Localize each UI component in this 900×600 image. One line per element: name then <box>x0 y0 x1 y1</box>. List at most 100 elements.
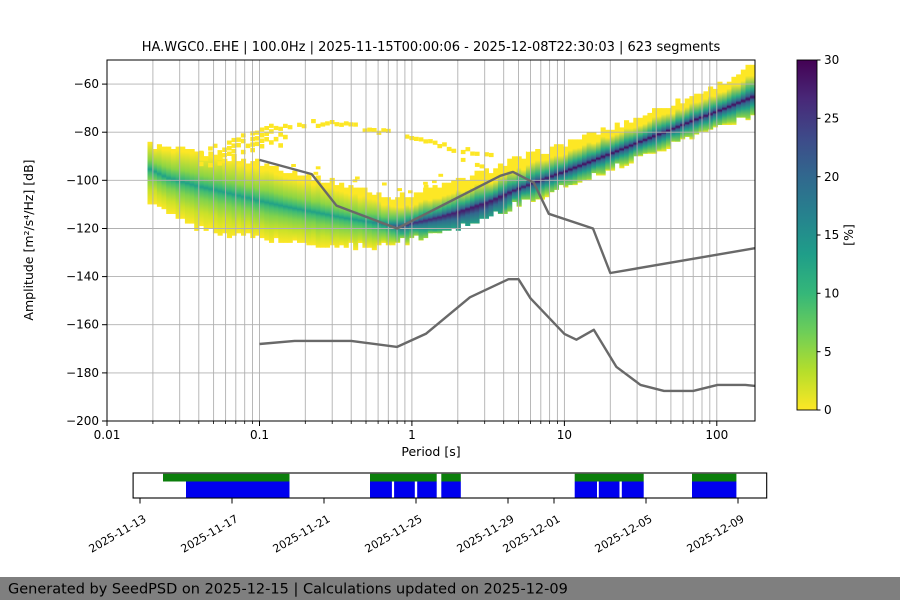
ring-cell <box>381 128 386 133</box>
heatmap-column <box>488 173 494 217</box>
noise-model-lines <box>259 158 756 393</box>
scatter-cell <box>397 188 402 192</box>
ring-cell <box>264 131 269 136</box>
ring-cell <box>423 139 429 144</box>
ring-cell <box>362 128 368 133</box>
heatmap-column <box>460 177 466 224</box>
heatmap-column <box>269 165 275 243</box>
ring-cell <box>226 140 232 145</box>
scatter-cell <box>291 164 296 167</box>
heatmap-column <box>614 122 620 164</box>
heatmap-speckle <box>653 104 657 108</box>
heatmap-column <box>530 151 536 202</box>
ring-cell <box>278 143 283 148</box>
timeline-date-label: 2025-11-25 <box>363 512 425 555</box>
y-tick-label: −160 <box>66 318 99 332</box>
psd-coverage-segment <box>370 481 392 498</box>
heatmap-column <box>189 149 195 224</box>
heatmap-column <box>320 182 326 248</box>
heatmap-column <box>511 156 517 202</box>
heatmap-column <box>507 158 513 212</box>
ring-cell <box>353 122 358 127</box>
ring-cell <box>240 149 246 155</box>
ring-cell <box>432 140 438 145</box>
ring-cell <box>446 146 452 152</box>
psd-coverage-segment <box>692 481 737 498</box>
ring-cell <box>259 144 265 149</box>
heatmap-column <box>558 144 564 186</box>
heatmap-column <box>586 132 592 181</box>
heatmap-column <box>376 192 382 246</box>
heatmap-column <box>339 182 345 246</box>
heatmap-column <box>736 74 742 118</box>
heatmap-column <box>502 165 508 214</box>
heatmap-column <box>441 182 447 231</box>
heatmap-column <box>703 91 709 133</box>
ring-cell <box>460 149 466 155</box>
ring-cell <box>428 139 433 144</box>
ring-cell <box>311 119 316 124</box>
ring-cell <box>376 130 382 135</box>
y-tick-label: −80 <box>74 125 99 139</box>
ring-cell <box>343 121 349 126</box>
ring-cell <box>259 127 265 132</box>
ring-cell <box>231 137 237 143</box>
ring-cell <box>198 161 204 167</box>
x-tick-label: 10 <box>557 428 572 442</box>
scatter-cell <box>313 171 319 175</box>
heatmap-column <box>600 127 606 176</box>
ring-cell <box>488 152 494 158</box>
ring-cell <box>283 123 288 128</box>
heatmap-speckle <box>611 121 615 125</box>
heatmap-column <box>264 163 270 241</box>
heatmap-column <box>156 144 162 207</box>
heatmap-column <box>740 69 746 118</box>
ring-cell <box>474 162 480 167</box>
heatmap-column <box>455 177 461 231</box>
heatmap-column <box>474 170 480 224</box>
heatmap-column <box>605 129 611 171</box>
ring-cell <box>297 122 302 127</box>
ring-cell <box>269 129 274 134</box>
ring-cell <box>259 138 265 143</box>
psd-coverage-segment <box>186 481 290 498</box>
heatmap-column <box>287 173 293 243</box>
ring-cell <box>484 152 489 157</box>
ring-cell <box>283 134 288 140</box>
grid-layer <box>107 60 755 421</box>
heatmap-column <box>381 197 387 243</box>
plot-border <box>106 59 756 422</box>
ppsd-heatmap-layer <box>147 57 756 251</box>
data-coverage-segment <box>692 473 737 482</box>
scatter-cell <box>382 182 387 186</box>
heatmap-column <box>371 194 377 251</box>
heatmap-column <box>184 149 190 224</box>
heatmap-speckle <box>526 149 531 152</box>
colorbar-tick-label: 30 <box>824 53 839 67</box>
heatmap-column <box>591 132 597 174</box>
heatmap-column <box>638 117 644 157</box>
ring-cell <box>278 132 283 137</box>
heatmap-column <box>413 192 419 236</box>
heatmap-column <box>483 168 489 219</box>
ring-cell <box>217 150 223 155</box>
ring-cell <box>222 153 227 158</box>
ring-cell <box>474 151 480 156</box>
heatmap-column <box>521 158 527 200</box>
ring-cell <box>442 142 447 147</box>
ring-cell <box>226 151 232 156</box>
footer-text: Generated by SeedPSD on 2025-12-15 | Cal… <box>8 582 568 598</box>
heatmap-column <box>731 76 737 125</box>
heatmap-column <box>292 170 298 241</box>
heatmap-column <box>694 93 700 135</box>
heatmap-column <box>684 98 690 137</box>
ring-cell <box>339 122 344 127</box>
ring-cell <box>371 128 377 133</box>
ring-cell <box>217 161 223 166</box>
ring-cell <box>269 123 274 128</box>
ring-cell <box>212 143 218 148</box>
heatmap-column <box>563 146 569 188</box>
ring-cell <box>367 127 372 132</box>
heatmap-speckle <box>648 106 652 110</box>
heatmap-column <box>212 158 218 234</box>
